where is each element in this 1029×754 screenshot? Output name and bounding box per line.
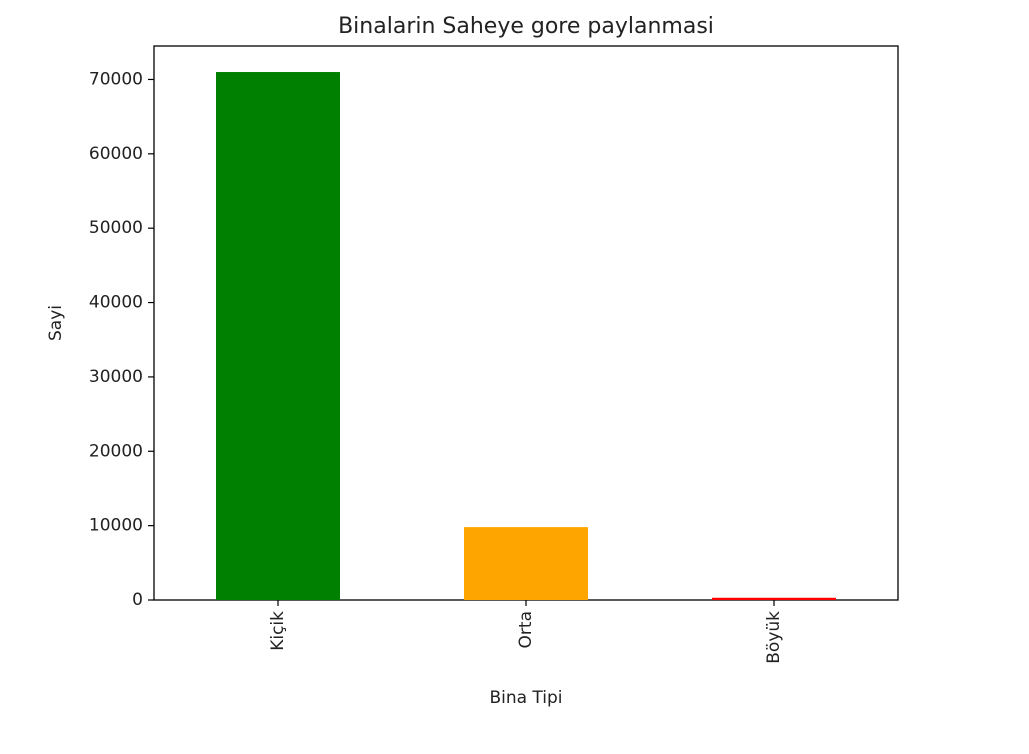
chart-title: Binalarin Saheye gore paylanmasi: [338, 14, 714, 39]
y-tick-label: 40000: [89, 293, 143, 313]
y-axis-title: Sayi: [46, 305, 66, 341]
y-tick-label: 20000: [89, 441, 143, 461]
y-tick-label: 70000: [89, 69, 143, 89]
x-tick-label: Kiçik: [268, 611, 288, 651]
bars-layer: [216, 72, 836, 600]
bar-0: [216, 72, 340, 600]
bar-1: [464, 527, 588, 600]
bar-2: [712, 597, 836, 600]
x-axis-title: Bina Tipi: [489, 688, 562, 708]
y-tick-label: 60000: [89, 144, 143, 164]
x-axis: Kiçik Orta Böyük: [268, 600, 784, 664]
y-tick-label: 10000: [89, 516, 143, 536]
x-tick-label: Böyük: [764, 611, 784, 664]
x-tick-label: Orta: [516, 611, 536, 648]
y-axis: 0 10000 20000 30000 40000 50000 60000 70000: [89, 69, 154, 610]
y-tick-label: 0: [132, 590, 143, 610]
y-tick-label: 30000: [89, 367, 143, 387]
y-tick-label: 50000: [89, 218, 143, 238]
